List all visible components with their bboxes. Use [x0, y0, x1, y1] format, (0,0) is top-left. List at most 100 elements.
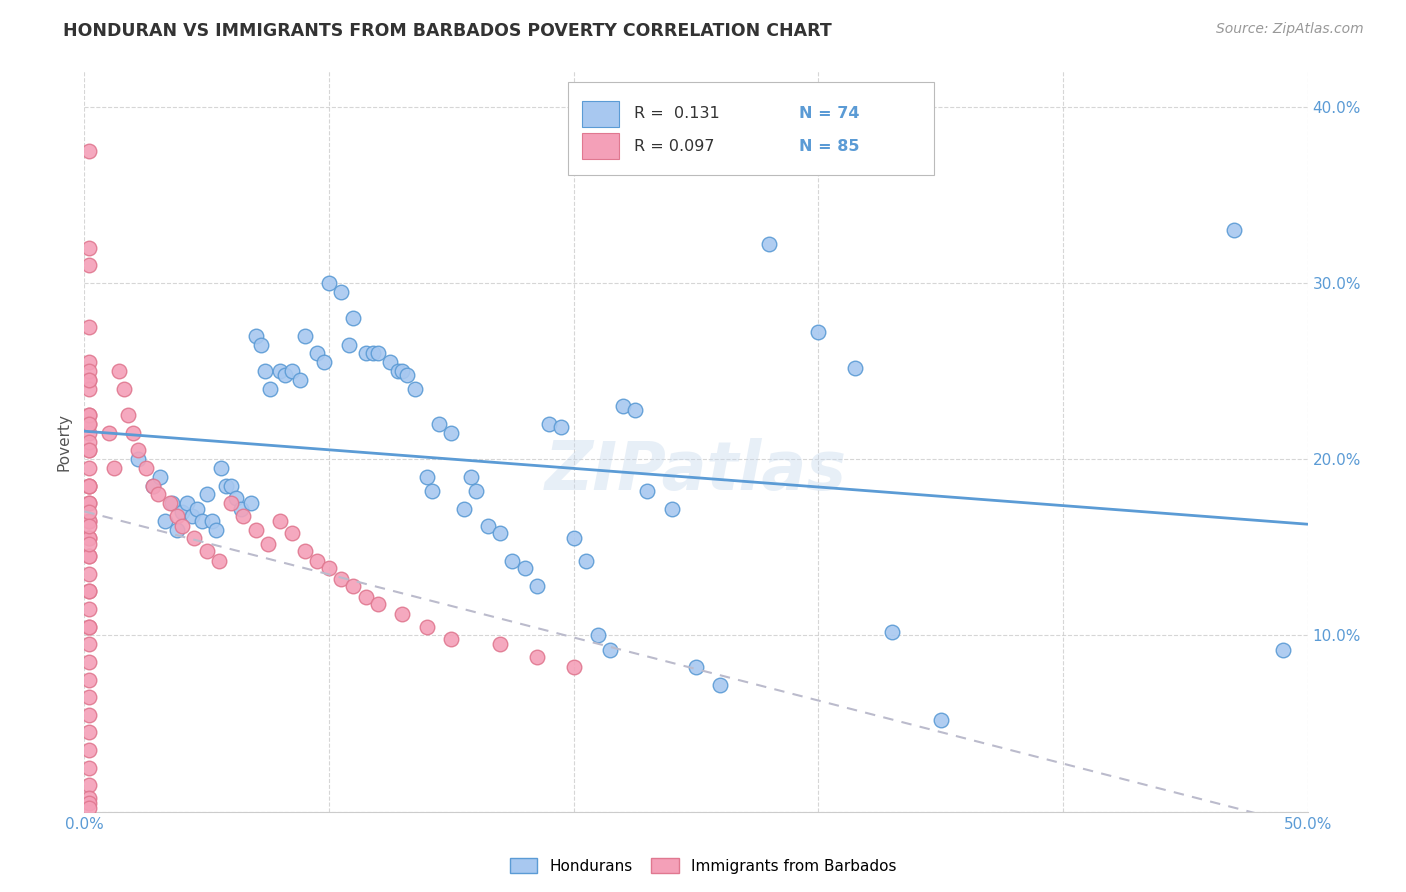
Point: [77, 258, 100, 272]
Point: [361, 346, 384, 360]
Text: R =  0.131: R = 0.131: [634, 106, 720, 121]
Point: [274, 368, 297, 382]
Point: [391, 607, 413, 622]
Point: [281, 526, 304, 541]
Point: [77, 602, 100, 616]
Point: [599, 642, 621, 657]
Point: [77, 514, 100, 528]
Text: ZIPatlas: ZIPatlas: [546, 438, 846, 504]
Point: [550, 420, 572, 434]
Point: [112, 382, 135, 396]
Text: Source: ZipAtlas.com: Source: ZipAtlas.com: [1216, 22, 1364, 37]
Point: [77, 417, 100, 431]
Point: [387, 364, 409, 378]
Point: [77, 655, 100, 669]
Point: [416, 470, 439, 484]
Point: [807, 325, 830, 339]
Point: [77, 549, 100, 563]
Point: [77, 796, 100, 810]
Point: [77, 537, 100, 551]
Point: [269, 364, 291, 378]
Point: [77, 478, 100, 492]
Point: [330, 572, 353, 586]
Point: [636, 483, 658, 498]
Point: [624, 402, 647, 417]
Point: [685, 660, 707, 674]
Point: [249, 337, 271, 351]
Point: [172, 519, 194, 533]
Point: [77, 690, 100, 705]
Point: [354, 346, 377, 360]
Text: N = 85: N = 85: [799, 138, 859, 153]
Point: [464, 483, 486, 498]
Point: [77, 355, 100, 369]
Point: [77, 434, 100, 449]
Point: [77, 373, 100, 387]
Point: [172, 505, 194, 519]
Point: [181, 508, 204, 523]
Point: [77, 619, 100, 633]
Point: [225, 491, 247, 505]
Point: [176, 496, 198, 510]
Point: [77, 761, 100, 775]
Point: [342, 579, 364, 593]
Point: [209, 461, 232, 475]
Point: [391, 364, 413, 378]
Point: [103, 461, 125, 475]
Text: N = 74: N = 74: [799, 106, 859, 121]
Point: [142, 478, 165, 492]
Point: [77, 443, 100, 458]
Point: [661, 501, 683, 516]
Point: [330, 285, 353, 299]
Point: [229, 501, 252, 516]
Point: [135, 461, 157, 475]
Point: [77, 364, 100, 378]
Point: [77, 514, 100, 528]
Point: [239, 496, 262, 510]
Point: [305, 554, 328, 568]
Point: [562, 532, 585, 546]
Point: [127, 452, 149, 467]
Point: [929, 713, 952, 727]
Point: [208, 554, 231, 568]
Point: [77, 790, 100, 805]
Point: [200, 514, 222, 528]
Text: HONDURAN VS IMMIGRANTS FROM BARBADOS POVERTY CORRELATION CHART: HONDURAN VS IMMIGRANTS FROM BARBADOS POV…: [63, 22, 832, 40]
Point: [586, 628, 609, 642]
Point: [77, 619, 100, 633]
Point: [538, 417, 561, 431]
Point: [77, 478, 100, 492]
Point: [159, 496, 181, 510]
Point: [142, 478, 165, 492]
Point: [269, 514, 291, 528]
Point: [186, 501, 208, 516]
FancyBboxPatch shape: [568, 82, 935, 175]
Point: [77, 443, 100, 458]
Point: [844, 360, 866, 375]
Point: [77, 417, 100, 431]
Point: [77, 478, 100, 492]
Point: [77, 532, 100, 546]
Point: [77, 144, 100, 158]
Point: [77, 408, 100, 422]
Point: [259, 382, 281, 396]
Point: [367, 346, 389, 360]
Point: [77, 532, 100, 546]
Point: [146, 487, 169, 501]
Point: [489, 526, 512, 541]
Point: [342, 311, 364, 326]
Point: [245, 328, 267, 343]
Point: [288, 373, 311, 387]
Point: [77, 425, 100, 440]
Point: [77, 637, 100, 651]
Point: [191, 514, 214, 528]
Point: [77, 496, 100, 510]
Point: [77, 801, 100, 815]
Point: [477, 519, 499, 533]
Point: [880, 624, 903, 639]
Point: [318, 276, 340, 290]
Legend: Hondurans, Immigrants from Barbados: Hondurans, Immigrants from Barbados: [503, 852, 903, 880]
Point: [502, 554, 524, 568]
FancyBboxPatch shape: [582, 101, 619, 127]
Point: [257, 537, 280, 551]
